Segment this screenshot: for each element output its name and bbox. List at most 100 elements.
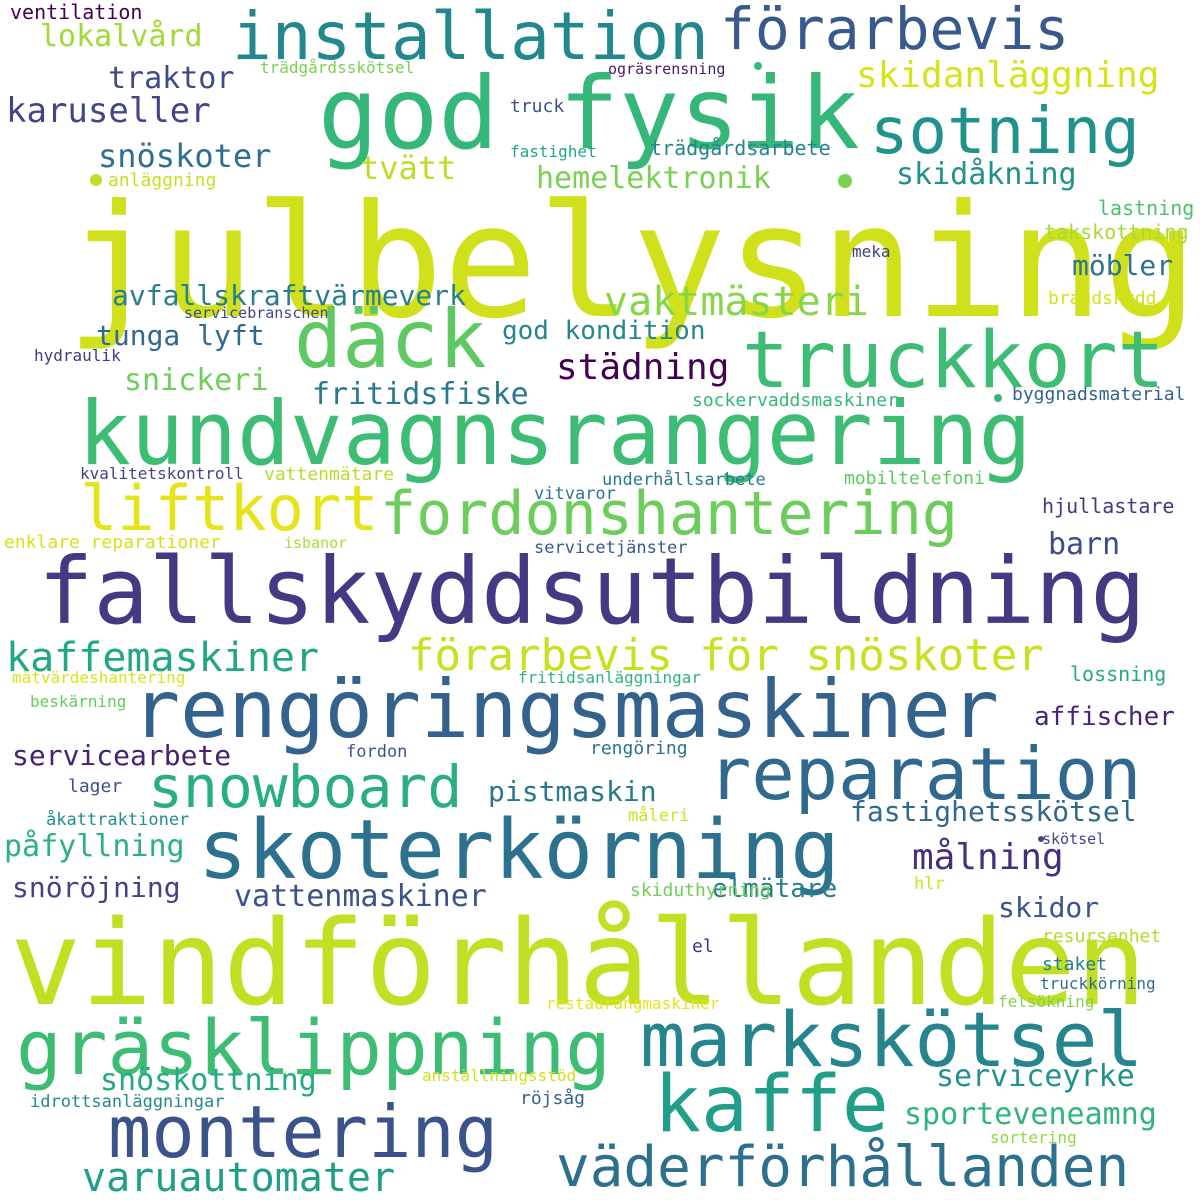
word-servicetjanster: servicetjänster [534,538,688,558]
word-installation: installation [232,0,709,75]
word-takskottning: takskottning [1044,220,1189,244]
word-sportevenemang: sporteveneamng [904,1097,1157,1132]
dot-marker [838,174,852,188]
word-fritidsanlaggningar: fritidsanläggningar [518,668,702,687]
word-skotsel: skötsel [1042,830,1106,848]
word-restaurangmaskiner: restaurangmaskiner [546,994,720,1013]
word-felsokning: felsökning [998,992,1095,1011]
word-vattenmatare: vattenmätare [264,464,395,485]
word-fordonshantering: fordonshantering [380,479,958,549]
word-kundvagnsrangering: kundvagnsrangering [78,382,1032,485]
word-ograsrensning: ogräsrensning [608,60,726,78]
word-skidor: skidor [998,891,1100,924]
word-meka: meka [852,242,891,261]
word-karuseller: karuseller [6,91,211,131]
word-barn: barn [1048,527,1121,562]
word-skoterkorning: skoterkörning [198,803,840,898]
word-tvatt: tvätt [360,149,457,187]
word-dack: däck [294,293,487,386]
word-staket: staket [1042,954,1108,975]
word-vaderforhallanden: väderförhållanden [556,1135,1130,1200]
word-enklare-reparationer: enklare reparationer [4,532,221,553]
dot-marker [754,62,762,70]
word-kaffemaskiner: kaffemaskiner [6,635,320,681]
word-lager: lager [68,776,123,797]
word-snoskoter: snöskoter [98,137,272,175]
word-truck: truck [510,96,565,117]
word-malning: målning [912,837,1064,878]
word-kaffe: kaffe [654,1060,889,1150]
word-stadning: städning [556,347,730,388]
word-hjullastare: hjullastare [1042,494,1175,518]
word-lokalvard: lokalvård [40,19,203,54]
word-avfallskraftvarmeverk: avfallskraftvärmeverk [112,279,467,312]
word-idrottsanlaggningar: idrottsanläggningar [30,1092,225,1112]
word-forarbevis: förarbevis [720,0,1070,63]
word-lossning: lossning [1070,662,1167,686]
word-vaktmasteri: vaktmästeri [604,279,869,325]
word-pistmaskin: pistmaskin [488,775,657,808]
word-grasklippning: gräsklippning [16,1003,611,1092]
word-brandskydd: brandskydd [1048,288,1157,309]
word-beskarning: beskärning [30,692,127,711]
word-rojsag: röjsåg [520,1088,586,1109]
word-forarbevis-for-snoskoter: förarbevis för snöskoter [408,630,1044,681]
word-fallskyddsutbildning: fallskyddsutbildning [38,538,1146,645]
word-rengoring: rengöring [590,738,688,759]
word-snickeri: snickeri [124,363,269,398]
word-fastighetsskotsel: fastighetsskötsel [850,795,1137,828]
word-varuautomater: varuautomater [82,1155,396,1200]
word-elmatare: elmätare [712,874,838,904]
dot-marker [994,394,1002,402]
word-skiduthyrning: skiduthyrning [630,880,771,901]
word-matvardeshantering: mätvärdeshantering [12,668,186,687]
word-truckkort: truckkort [742,316,1165,406]
word-fordon: fordon [346,742,408,762]
word-god-kondition: god kondition [502,316,706,346]
word-hemelektronik: hemelektronik [536,161,771,196]
word-resursenhet: resursenhet [1042,926,1162,947]
word-sockervaddsmaskiner: sockervaddsmaskiner [692,390,898,411]
word-fritidsfiske: fritidsfiske [312,377,529,412]
word-vindforhallanden: vindförhållanden [10,894,1147,1032]
word-mobiltelefoni: mobiltelefoni [844,468,985,489]
dot-marker [1038,836,1044,842]
word-snoskottning: snöskottning [100,1063,317,1098]
word-skidanlaggning: skidanläggning [856,55,1160,96]
word-hydraulik: hydraulik [34,346,121,365]
word-snorojning: snöröjning [12,871,181,904]
word-truckkorning: truckkörning [1040,974,1156,993]
word-servicearbete: servicearbete [12,739,232,772]
word-anlaggning: anläggning [108,170,217,191]
word-liftkort: liftkort [80,472,379,545]
word-servicebranschen: servicebranschen [184,304,329,322]
word-underhallsarbete: underhållsarbete [602,470,766,490]
word-sotning: sotning [870,95,1140,169]
word-kvalitetskontroll: kvalitetskontroll [80,464,244,483]
word-markskotsel: markskötsel [640,995,1144,1084]
word-fastighet: fastighet [510,142,597,161]
word-god-fysik: god fysik [318,55,860,172]
word-vattenmaskiner: vattenmaskiner [234,879,487,914]
word-tradgardsarbete: trädgårdsarbete [650,136,831,160]
word-skidakning: skidåkning [896,157,1077,192]
word-hlr: hlr [914,874,945,894]
word-serviceyrke: serviceyrke [936,1059,1135,1094]
word-traktor: traktor [108,61,235,96]
word-montering: montering [108,1090,499,1174]
word-pafyllning: påfyllning [4,829,185,864]
word-byggnadsmaterial: byggnadsmaterial [1012,384,1186,405]
word-vitvaror: vitvaror [534,484,616,504]
word-reparation: reparation [708,732,1142,816]
word-tunga-lyft: tunga lyft [96,319,265,352]
word-rengoringsmaskiner: rengöringsmaskiner [132,663,999,756]
word-anstallningsstod: anställningsstöd [422,1066,577,1085]
word-snowboard: snowboard [148,753,463,821]
word-mobler: möbler [1072,249,1174,282]
word-ventilation: ventilation [10,0,143,24]
word-isbanor: isbanor [284,534,348,552]
word-julbelysning: julbelysning [66,171,1198,353]
word-affischer: affischer [1034,702,1175,732]
word-lastning: lastning [1098,196,1195,220]
